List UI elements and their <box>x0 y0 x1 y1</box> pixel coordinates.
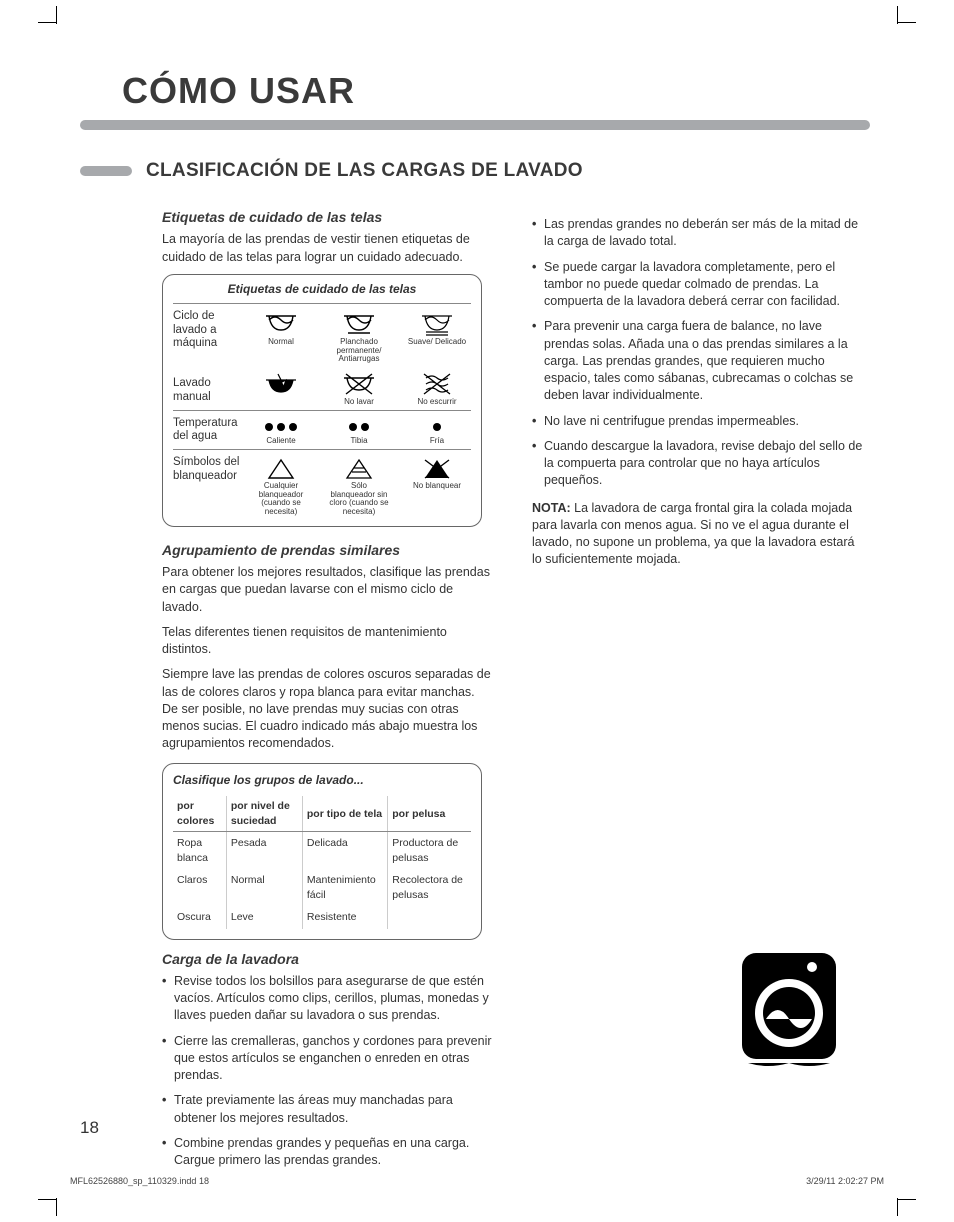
para-grouping-3: Siempre lave las prendas de colores oscu… <box>162 666 494 752</box>
temp-hot-icon: Caliente <box>251 419 311 445</box>
crop-mark <box>56 6 57 24</box>
wash-delicate-icon: Suave/ Delicado <box>407 312 467 363</box>
care-label-temp: Temperatura del agua <box>173 417 241 443</box>
sort-h3: por pelusa <box>388 796 471 831</box>
care-row-temp: Temperatura del agua Caliente Tibia <box>173 410 471 445</box>
page-content: CÓMO USAR CLASIFICACIÓN DE LAS CARGAS DE… <box>50 40 904 1182</box>
table-row: Ropa blanca Pesada Delicada Productora d… <box>173 832 471 869</box>
nota-text: NOTA: La lavadora de carga frontal gira … <box>532 500 864 569</box>
fabric-care-diagram: Etiquetas de cuidado de las telas Ciclo … <box>162 274 482 527</box>
list-item: Cierre las cremalleras, ganchos y cordon… <box>162 1033 494 1085</box>
wash-normal-icon: Normal <box>251 312 311 363</box>
right-bullets: Las prendas grandes no deberán ser más d… <box>532 216 864 490</box>
page-title: CÓMO USAR <box>122 70 904 112</box>
crop-mark <box>897 6 898 24</box>
temp-cold-icon: Fría <box>407 419 467 445</box>
bleach-nonchlorine-icon: Sólo blanqueador sin cloro (cuando se ne… <box>329 458 389 516</box>
care-label-bleach: Símbolos del blanqueador <box>173 456 241 514</box>
care-label-handwash: Lavado manual <box>173 377 241 403</box>
sort-table: por colores por nivel de suciedad por ti… <box>173 796 471 928</box>
care-label-wash: Ciclo de lavado a máquina <box>173 310 241 361</box>
subhead-loading: Carga de la lavadora <box>162 950 494 969</box>
list-item: Combine prendas grandes y pequeñas en un… <box>162 1135 494 1170</box>
bleach-no-icon: No blanquear <box>407 458 467 516</box>
crop-mark <box>898 1199 916 1200</box>
title-underline <box>80 120 870 130</box>
section-pill-icon <box>80 166 132 176</box>
bleach-icons: Cualquier blanqueador (cuando se necesit… <box>251 458 467 516</box>
page-number: 18 <box>80 1118 99 1138</box>
nota-label: NOTA: <box>532 501 571 515</box>
para-grouping-2: Telas diferentes tienen requisitos de ma… <box>162 624 494 659</box>
list-item: No lave ni centrifugue prendas impermeab… <box>532 413 864 430</box>
temp-warm-icon: Tibia <box>329 419 389 445</box>
sort-h0: por colores <box>173 796 226 831</box>
subhead-grouping: Agrupamiento de prendas similares <box>162 541 494 560</box>
table-row: Oscura Leve Resistente <box>173 906 471 928</box>
crop-mark <box>898 22 916 23</box>
temp-icons: Caliente Tibia Fría <box>251 419 467 445</box>
list-item: Trate previamente las áreas muy manchada… <box>162 1092 494 1127</box>
section-title: CLASIFICACIÓN DE LAS CARGAS DE LAVADO <box>146 160 583 182</box>
crop-mark <box>38 22 56 23</box>
crop-mark <box>38 1199 56 1200</box>
crop-mark <box>56 1198 57 1216</box>
wash-permpress-icon: Planchado permanente/ Antiarrugas <box>329 312 389 363</box>
sort-h1: por nivel de suciedad <box>226 796 302 831</box>
section-header: CLASIFICACIÓN DE LAS CARGAS DE LAVADO <box>80 160 904 182</box>
sort-title: Clasifique los grupos de lavado... <box>173 772 471 789</box>
list-item: Cuando descargue la lavadora, revise deb… <box>532 438 864 490</box>
wash-icons-row1: Normal Planchado permanente/ Antiarrugas… <box>251 312 467 363</box>
loading-bullets: Revise todos los bolsillos para asegurar… <box>162 973 494 1170</box>
bleach-any-icon: Cualquier blanqueador (cuando se necesit… <box>251 458 311 516</box>
no-wash-icon: No lavar <box>329 372 389 406</box>
list-item: Las prendas grandes no deberán ser más d… <box>532 216 864 251</box>
para-intro: La mayoría de las prendas de vestir tien… <box>162 231 494 266</box>
handwash-icon <box>251 372 311 406</box>
footer-timestamp: 3/29/11 2:02:27 PM <box>806 1176 884 1186</box>
table-row: Claros Normal Mantenimiento fácil Recole… <box>173 869 471 906</box>
list-item: Para prevenir una carga fuera de balance… <box>532 318 864 404</box>
crop-mark <box>897 1198 898 1216</box>
list-item: Se puede cargar la lavadora completament… <box>532 259 864 311</box>
care-row-bleach: Símbolos del blanqueador Cualquier blanq… <box>173 449 471 516</box>
care-row-wash: Ciclo de lavado a máquina Normal Plancha… <box>173 303 471 406</box>
no-wring-icon: No escurrir <box>407 372 467 406</box>
para-grouping-1: Para obtener los mejores resultados, cla… <box>162 564 494 616</box>
left-column: Etiquetas de cuidado de las telas La may… <box>162 198 494 1177</box>
sort-h2: por tipo de tela <box>302 796 387 831</box>
subhead-fabric-labels: Etiquetas de cuidado de las telas <box>162 208 494 227</box>
wash-icons-row2: No lavar No escurrir <box>251 372 467 406</box>
washer-illustration-icon <box>734 947 844 1067</box>
list-item: Revise todos los bolsillos para asegurar… <box>162 973 494 1025</box>
nota-body: La lavadora de carga frontal gira la col… <box>532 501 854 567</box>
footer-filename: MFL62526880_sp_110329.indd 18 <box>70 1176 209 1186</box>
care-box-title: Etiquetas de cuidado de las telas <box>173 281 471 298</box>
sort-table-box: Clasifique los grupos de lavado... por c… <box>162 763 482 940</box>
